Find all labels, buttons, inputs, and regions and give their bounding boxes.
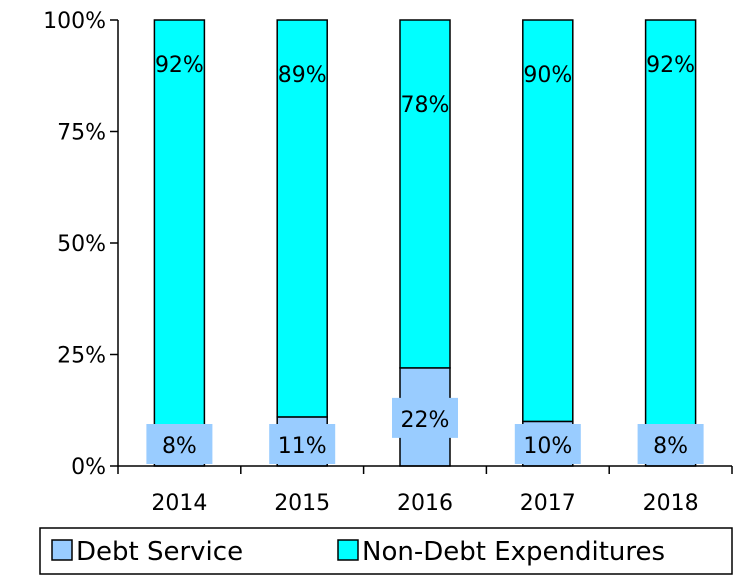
bar-non-debt-expenditures-2018: [644, 19, 697, 432]
y-axis: 0% 25% 50% 75% 100%: [43, 9, 119, 480]
data-label-non-debt-expenditures-2016: 78%: [401, 93, 450, 118]
data-label-box-debt-service-2016: [392, 397, 458, 438]
legend: Debt Service Non-Debt Expenditures: [39, 527, 733, 575]
y-tick-label: 25%: [57, 344, 106, 369]
data-label-box-debt-service-2015: [269, 424, 336, 464]
data-labels: 92% 8% 89% 11% 78% 22% 90% 10% 92% 8%: [146, 53, 704, 464]
x-tick-label-2015: 2015: [274, 491, 330, 516]
legend-swatch-debt-service: [51, 539, 73, 561]
bar-non-debt-expenditures-2017: [522, 19, 574, 423]
legend-label-non-debt-expenditures: Non-Debt Expenditures: [362, 537, 665, 567]
legend-label-debt-service: Debt Service: [76, 537, 243, 567]
data-label-box-debt-service-2017: [514, 424, 581, 464]
data-label-non-debt-expenditures-2015: 89%: [278, 63, 327, 88]
x-axis: 2014 2015 2016 2017 2018: [117, 465, 733, 516]
data-label-debt-service-2014: 8%: [162, 434, 197, 459]
data-label-debt-service-2015: 11%: [278, 434, 327, 459]
x-tick-label-2018: 2018: [643, 491, 699, 516]
data-label-debt-service-2018: 8%: [653, 434, 688, 459]
x-tick-label-2016: 2016: [397, 491, 453, 516]
legend-swatch-non-debt-expenditures: [337, 539, 359, 561]
bar-non-debt-expenditures-2015: [276, 19, 328, 418]
data-label-non-debt-expenditures-2018: 92%: [646, 53, 695, 78]
bar-non-debt-expenditures-2014: [153, 19, 206, 432]
data-label-non-debt-expenditures-2014: 92%: [155, 53, 204, 78]
y-tick-label: 75%: [57, 121, 106, 146]
y-tick-label: 50%: [57, 232, 106, 257]
data-label-box-debt-service-2014: [146, 424, 213, 464]
data-label-box-debt-service-2018: [637, 424, 704, 464]
data-label-debt-service-2017: 10%: [523, 434, 572, 459]
data-label-debt-service-2016: 22%: [401, 408, 450, 433]
legend-box: [39, 527, 733, 575]
data-label-non-debt-expenditures-2017: 90%: [523, 63, 572, 88]
y-tick-label: 100%: [43, 9, 106, 34]
bar-non-debt-expenditures-2016: [399, 19, 451, 369]
x-tick-label-2017: 2017: [520, 491, 576, 516]
y-tick-label: 0%: [71, 455, 106, 480]
x-tick-label-2014: 2014: [151, 491, 207, 516]
